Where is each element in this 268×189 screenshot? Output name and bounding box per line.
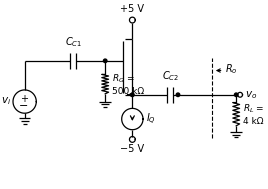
Text: $R_L$ =
4 kΩ: $R_L$ = 4 kΩ (243, 103, 265, 126)
Text: +5 V: +5 V (120, 4, 144, 14)
Text: $I_Q$: $I_Q$ (146, 112, 156, 127)
Text: $v_i$: $v_i$ (1, 96, 11, 108)
Circle shape (234, 93, 238, 97)
Text: $R_G$ =
500 kΩ: $R_G$ = 500 kΩ (112, 73, 144, 96)
Circle shape (131, 93, 134, 97)
Text: $C_{C1}$: $C_{C1}$ (65, 35, 82, 49)
Text: $v_o$: $v_o$ (245, 89, 257, 101)
Text: −: − (19, 101, 28, 112)
Text: $C_{C2}$: $C_{C2}$ (162, 69, 179, 83)
Text: −5 V: −5 V (120, 144, 144, 154)
Circle shape (103, 59, 107, 63)
Circle shape (176, 93, 180, 97)
Text: $R_o$: $R_o$ (225, 63, 237, 76)
Text: +: + (20, 94, 28, 104)
